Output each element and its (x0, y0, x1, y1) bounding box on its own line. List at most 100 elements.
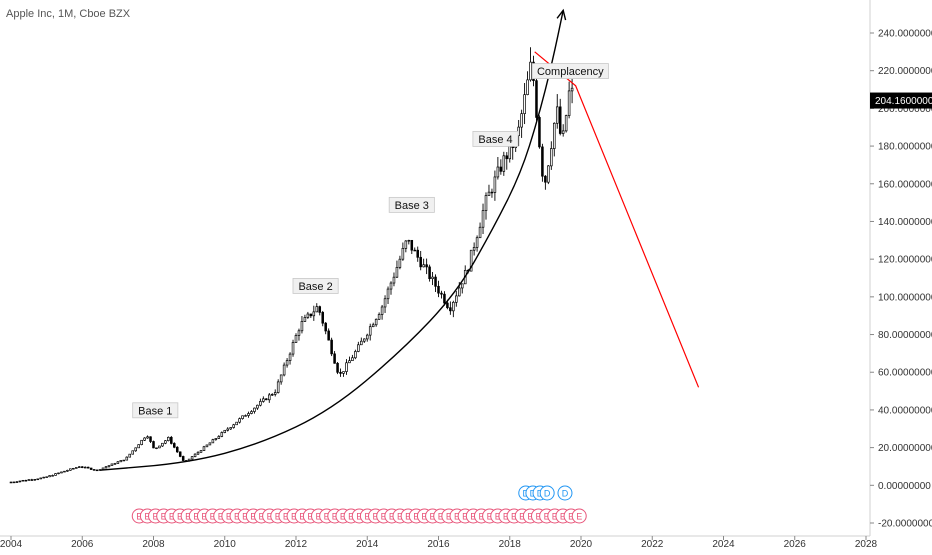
candle-body (452, 301, 455, 312)
candle-body (72, 468, 75, 470)
candle-body (78, 466, 81, 468)
candle-body (360, 340, 363, 346)
y-tick-label: 20.00000000 (878, 443, 932, 454)
candle-body (285, 360, 289, 366)
candle-body (354, 351, 357, 359)
candle-body (306, 313, 310, 318)
candle-body (265, 398, 268, 401)
candle-body (122, 459, 126, 462)
x-tick-label: 2014 (356, 539, 379, 550)
candle-body (80, 466, 84, 468)
candle-body (404, 240, 408, 249)
earnings-letter: E (405, 512, 411, 522)
earnings-letter: E (291, 512, 297, 522)
x-tick-label: 2022 (641, 539, 664, 550)
earnings-letter: E (446, 512, 452, 522)
earnings-letter: E (340, 512, 346, 522)
candle-body (104, 466, 108, 469)
candle-body (487, 191, 491, 196)
earnings-letter: E (169, 512, 175, 522)
candle-body (54, 473, 57, 476)
annotation-box (292, 278, 339, 294)
candle-body (92, 469, 96, 471)
candle-body (250, 411, 253, 414)
candle-body (490, 191, 494, 194)
earnings-letter: E (193, 512, 199, 522)
candle-body (342, 371, 345, 374)
earnings-letter: E (511, 512, 517, 522)
earnings-letter: E (242, 512, 248, 522)
candle-body (392, 276, 396, 284)
candle-body (75, 467, 78, 469)
red-trendline (534, 51, 700, 388)
candle-body (324, 322, 327, 332)
annotation-box (472, 131, 519, 147)
x-tick-label: 2016 (427, 539, 450, 550)
earnings-letter: E (535, 512, 541, 522)
y-tick-label: 40.00000000 (878, 405, 932, 416)
candle-body (330, 339, 333, 355)
candle-body (553, 122, 556, 149)
candle-body (505, 155, 509, 160)
earnings-letter: E (210, 512, 216, 522)
earnings-letter: E (462, 512, 468, 522)
earnings-letter: E (226, 512, 232, 522)
candle-body (389, 282, 393, 290)
chart-title: Apple Inc, 1M, Cboe BZX (6, 8, 131, 20)
candle-body (223, 429, 227, 433)
candle-body (21, 479, 25, 482)
earnings-letter: E (218, 512, 224, 522)
candle-body (455, 295, 458, 303)
candle-body (288, 353, 292, 361)
candle-body (18, 480, 22, 483)
candle-body (564, 115, 568, 132)
candle-body (173, 443, 176, 448)
candle-body (220, 432, 224, 437)
candle-body (282, 364, 286, 376)
candle-body (434, 276, 437, 287)
last-price-label: 204.16000000 (875, 96, 932, 107)
annotation-label: Base 2 (298, 281, 332, 293)
candle-body (547, 165, 550, 183)
candle-body (526, 79, 529, 95)
candle-body (386, 288, 390, 300)
candle-body (446, 302, 449, 309)
candle-body (137, 444, 140, 449)
y-tick-label: 140.00000000 (878, 217, 932, 228)
x-tick-label: 2020 (570, 539, 593, 550)
earnings-letter: E (161, 512, 167, 522)
candle-body (437, 285, 440, 294)
earnings-letter: E (552, 512, 558, 522)
annotation-box (531, 63, 609, 79)
candle-body (544, 175, 547, 183)
candle-body (348, 360, 351, 364)
candle-body (107, 465, 111, 468)
candle-body (449, 307, 452, 312)
candle-body (440, 292, 443, 295)
dividend-letter: D (544, 489, 551, 499)
parabolic-curve (100, 10, 564, 471)
candle-body (368, 326, 372, 336)
candle-body (377, 314, 381, 320)
candle-body (570, 87, 574, 92)
candle-body (413, 249, 417, 252)
candle-body (398, 258, 402, 268)
candle-body (472, 247, 476, 251)
annotation-label: Base 1 (138, 405, 172, 417)
x-tick-label: 2008 (142, 539, 165, 550)
candle-body (15, 481, 19, 483)
earnings-letter: E (153, 512, 159, 522)
candle-body (303, 317, 307, 322)
y-tick-label: 160.00000000 (878, 179, 932, 190)
candle-body (229, 427, 232, 430)
earnings-letter: E (454, 512, 460, 522)
candle-body (125, 456, 129, 461)
candle-body (365, 334, 369, 340)
candle-body (83, 466, 87, 469)
candle-body (270, 394, 274, 396)
candle-body (416, 249, 419, 258)
candle-body (484, 195, 488, 211)
earnings-letter: E (315, 512, 321, 522)
earnings-letter: E (283, 512, 289, 522)
